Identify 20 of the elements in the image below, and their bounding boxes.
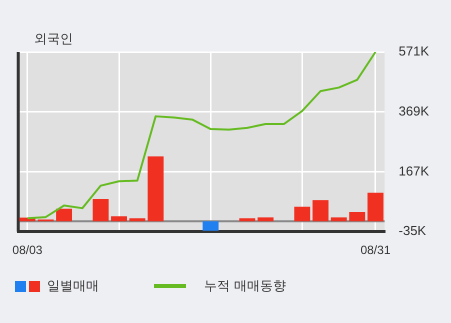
bar (258, 217, 274, 222)
x-tick-label: 08/03 (12, 243, 43, 258)
chart-title: 외국인 (34, 31, 73, 48)
y-tick-label: 369K (398, 103, 430, 118)
y-tick-label: -35K (398, 223, 426, 238)
y-tick-label: 571K (398, 44, 430, 59)
bar (312, 200, 328, 222)
bar (294, 206, 310, 222)
y-tick-label: 167K (398, 163, 430, 178)
bar (349, 212, 366, 222)
legend-label: 누적 매매동향 (204, 278, 286, 295)
legend-label: 일별매매 (47, 278, 99, 295)
x-tick-label: 08/31 (360, 243, 391, 258)
bar (368, 192, 384, 222)
bar (330, 217, 347, 222)
bar (111, 216, 127, 222)
bar (202, 221, 219, 231)
bar (148, 156, 164, 222)
bar (56, 208, 72, 222)
bar (92, 199, 109, 222)
